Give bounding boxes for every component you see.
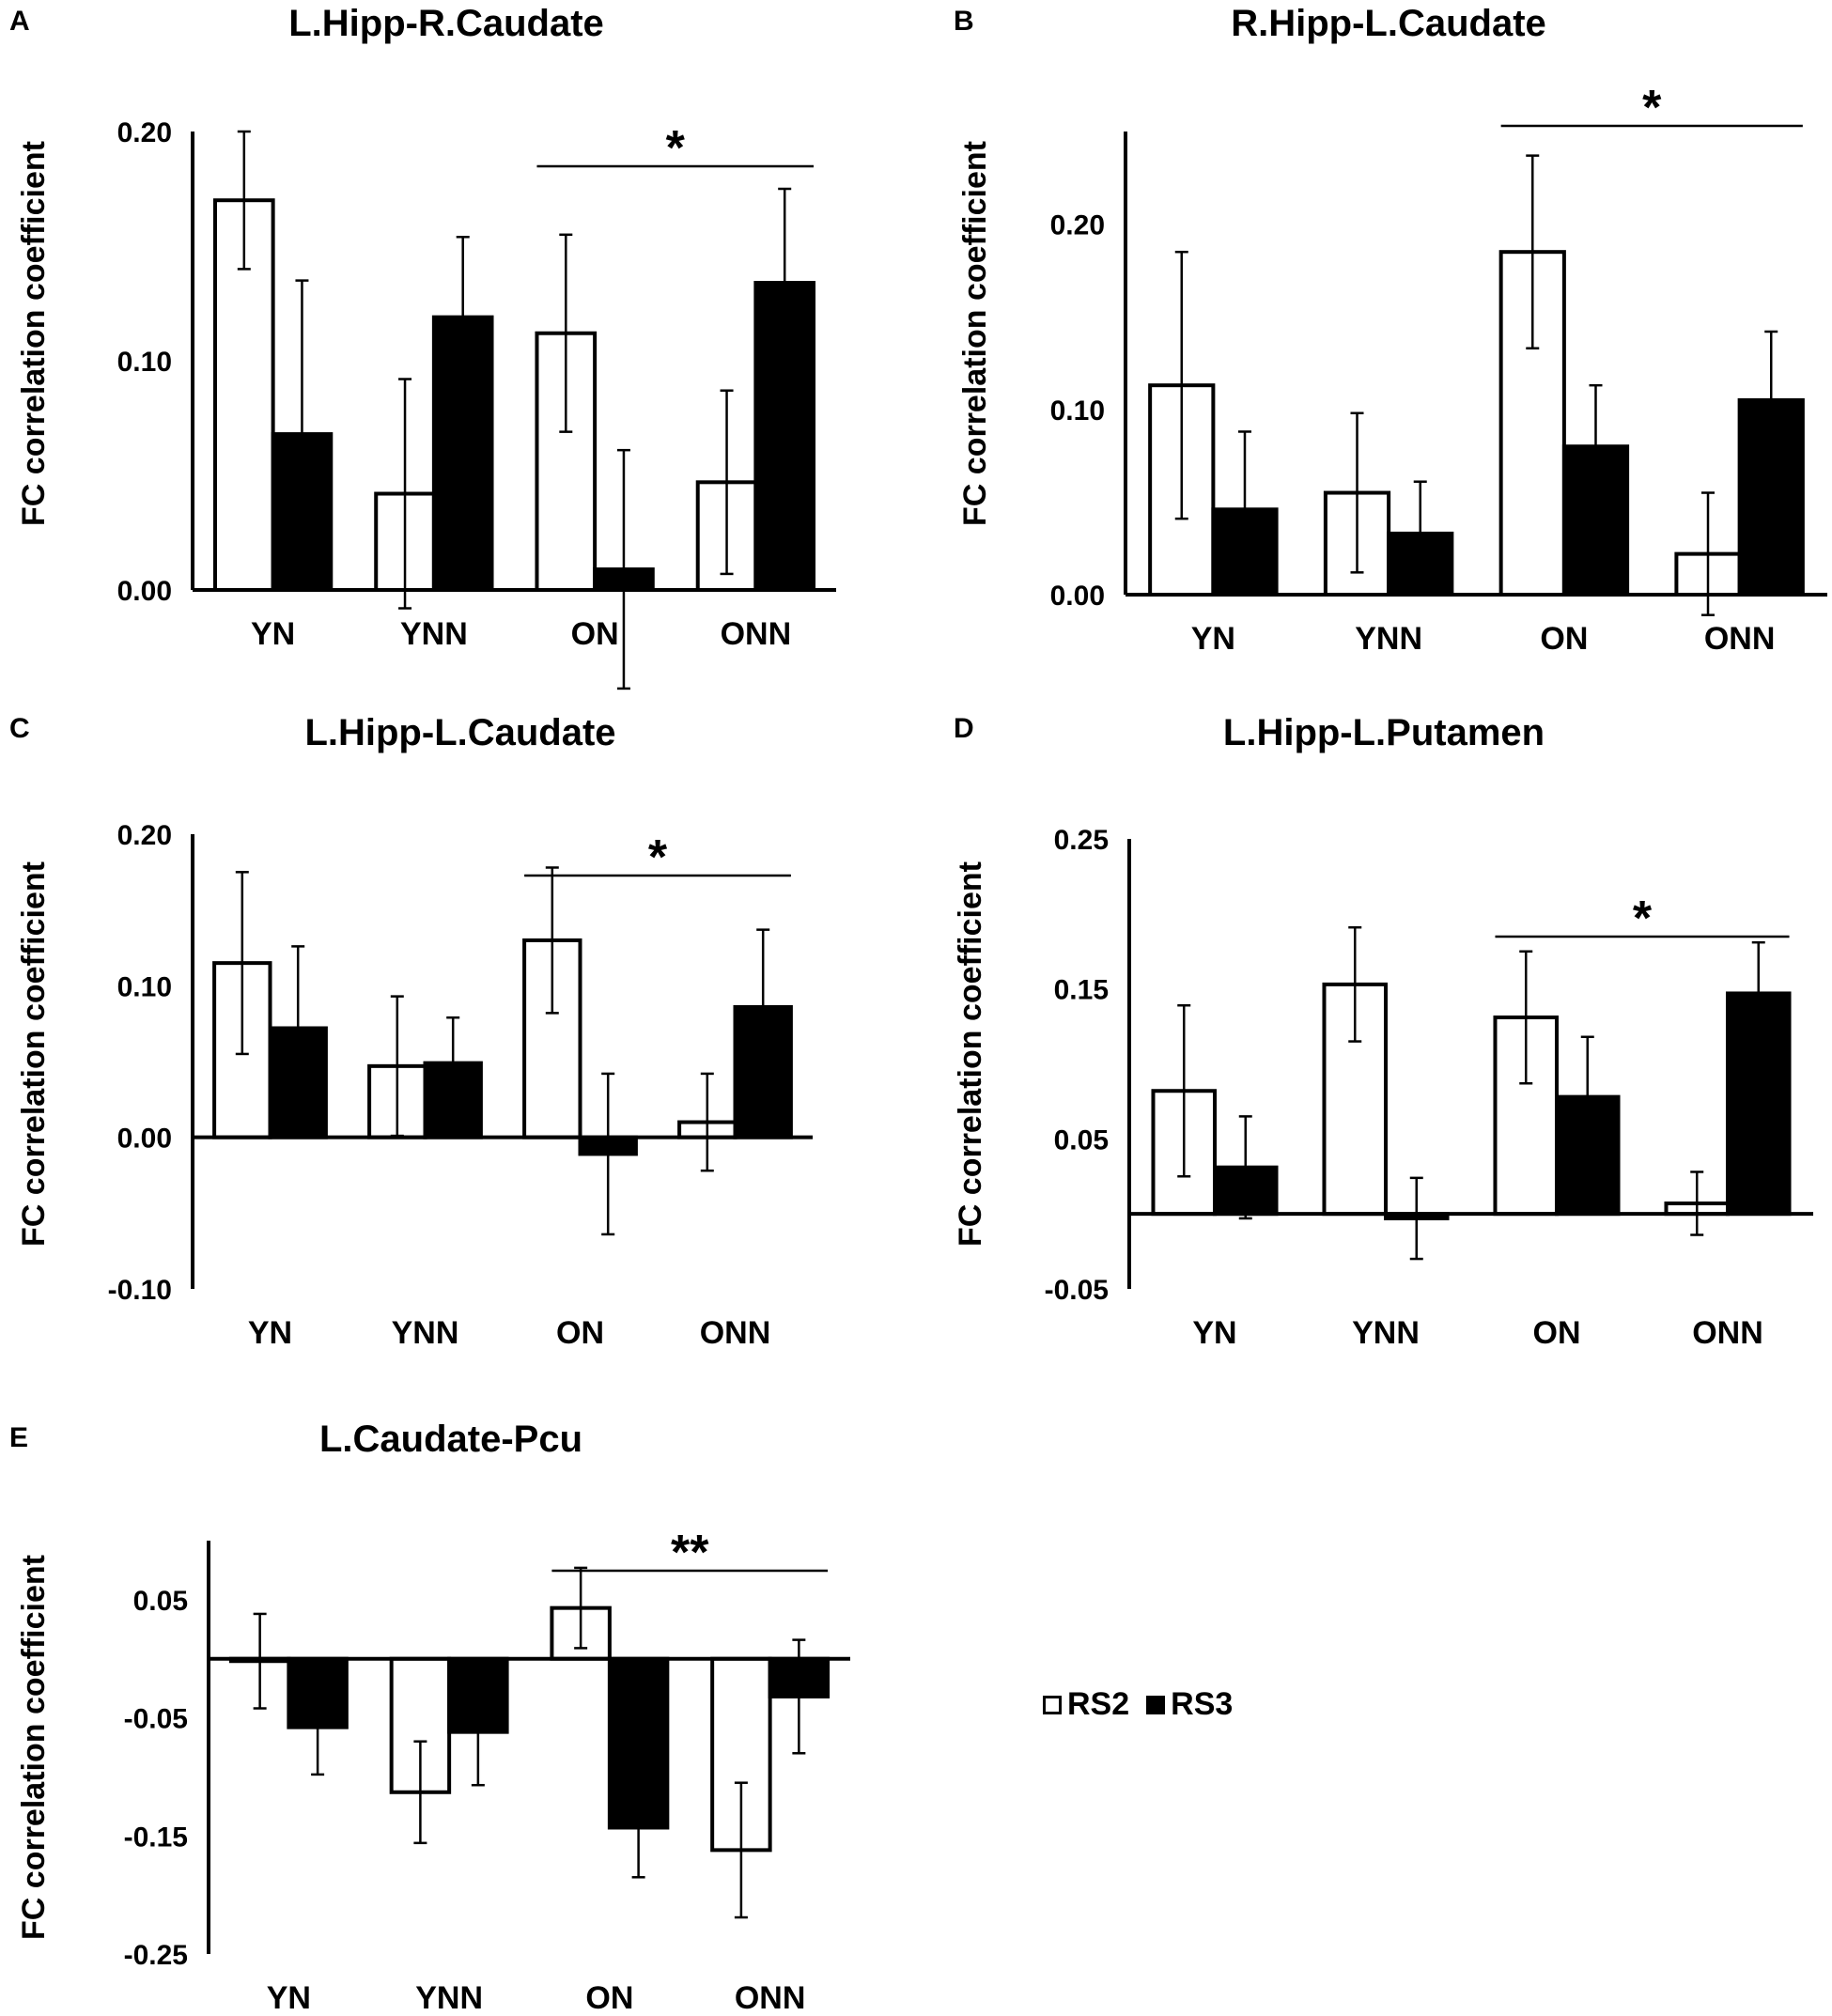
y-tick-label-d-1: 0.05	[1054, 1124, 1109, 1155]
y-tick-label-c-3: 0.20	[117, 820, 172, 851]
y-axis-label-c: FC correlation coefficient	[16, 861, 52, 1247]
legend-label-rs3: RS3	[1171, 1686, 1234, 1722]
x-tick-label-d-on: ON	[1533, 1315, 1581, 1351]
chart-title-d: L.Hipp-L.Putamen	[1223, 712, 1545, 753]
legend-item-rs2: RS2	[1043, 1686, 1129, 1723]
x-tick-label-e-ynn: YNN	[415, 1980, 483, 2016]
y-tick-label-e-3: 0.05	[133, 1586, 188, 1617]
chart-title-a: L.Hipp-R.Caudate	[288, 3, 604, 44]
x-tick-label-b-yn: YN	[1191, 621, 1235, 657]
bar-e-rs3-ynn	[447, 1656, 509, 1734]
panel-letter-b: B	[954, 6, 974, 37]
panel-letter-d: D	[954, 713, 974, 744]
legend: RS2 RS3	[1043, 1686, 1250, 1723]
y-tick-label-b-2: 0.20	[1050, 210, 1105, 241]
y-tick-label-b-0: 0.00	[1050, 581, 1105, 612]
y-axis-label-e: FC correlation coefficient	[16, 1555, 52, 1940]
panel-letter-e: E	[9, 1422, 28, 1453]
y-tick-label-c-0: -0.10	[108, 1275, 172, 1306]
chart-title-b: R.Hipp-L.Caudate	[1231, 3, 1546, 44]
legend-swatch-rs3	[1146, 1695, 1166, 1714]
significance-marker-e: **	[671, 1526, 709, 1580]
legend-swatch-rs2	[1043, 1695, 1062, 1714]
x-tick-label-d-onn: ONN	[1692, 1315, 1763, 1351]
x-tick-label-d-yn: YN	[1192, 1315, 1236, 1351]
y-tick-label-e-0: -0.25	[124, 1940, 188, 1971]
panel-letter-a: A	[9, 6, 30, 37]
y-tick-label-d-2: 0.15	[1054, 975, 1109, 1006]
x-tick-label-b-onn: ONN	[1704, 621, 1776, 657]
y-tick-label-e-2: -0.05	[124, 1704, 188, 1735]
y-tick-label-c-1: 0.00	[117, 1124, 172, 1155]
y-axis-label-d: FC correlation coefficient	[953, 861, 988, 1247]
x-tick-label-e-yn: YN	[267, 1980, 311, 2016]
significance-marker-a: *	[666, 121, 686, 176]
significance-marker-c: *	[648, 830, 668, 885]
significance-marker-b: *	[1642, 81, 1662, 135]
x-tick-label-e-onn: ONN	[735, 1980, 806, 2016]
x-tick-label-b-on: ON	[1540, 621, 1588, 657]
y-axis-label-b: FC correlation coefficient	[957, 141, 993, 526]
legend-item-rs3: RS3	[1146, 1686, 1233, 1723]
x-tick-label-b-ynn: YNN	[1355, 621, 1422, 657]
chart-title-e: L.Caudate-Pcu	[319, 1419, 582, 1460]
x-tick-label-c-ynn: YNN	[392, 1315, 459, 1351]
legend-label-rs2: RS2	[1067, 1686, 1130, 1722]
x-tick-label-a-onn: ONN	[721, 616, 792, 652]
y-tick-label-a-0: 0.00	[117, 576, 172, 607]
x-tick-label-e-on: ON	[585, 1980, 633, 2016]
x-tick-label-c-on: ON	[556, 1315, 604, 1351]
panel-letter-c: C	[9, 713, 30, 744]
x-tick-label-c-onn: ONN	[700, 1315, 771, 1351]
x-tick-label-a-on: ON	[571, 616, 619, 652]
y-tick-label-c-2: 0.10	[117, 971, 172, 1002]
y-tick-label-b-1: 0.10	[1050, 395, 1105, 426]
chart-title-c: L.Hipp-L.Caudate	[304, 712, 615, 753]
y-axis-label-a: FC correlation coefficient	[16, 141, 52, 526]
y-tick-label-d-0: -0.05	[1045, 1275, 1109, 1306]
significance-marker-d: *	[1633, 892, 1653, 946]
x-tick-label-a-yn: YN	[251, 616, 295, 652]
y-tick-label-a-2: 0.20	[117, 117, 172, 148]
y-tick-label-d-3: 0.25	[1054, 825, 1109, 856]
x-tick-label-a-ynn: YNN	[400, 616, 468, 652]
y-tick-label-a-1: 0.10	[117, 347, 172, 378]
y-tick-label-e-1: -0.15	[124, 1822, 188, 1853]
x-tick-label-d-ynn: YNN	[1352, 1315, 1420, 1351]
x-tick-label-c-yn: YN	[248, 1315, 292, 1351]
